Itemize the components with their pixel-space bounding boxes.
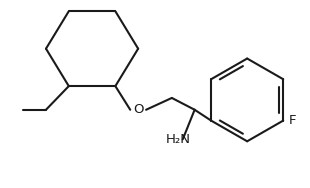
Text: H₂N: H₂N [165, 133, 190, 146]
Text: O: O [133, 103, 144, 116]
Text: F: F [289, 114, 297, 127]
